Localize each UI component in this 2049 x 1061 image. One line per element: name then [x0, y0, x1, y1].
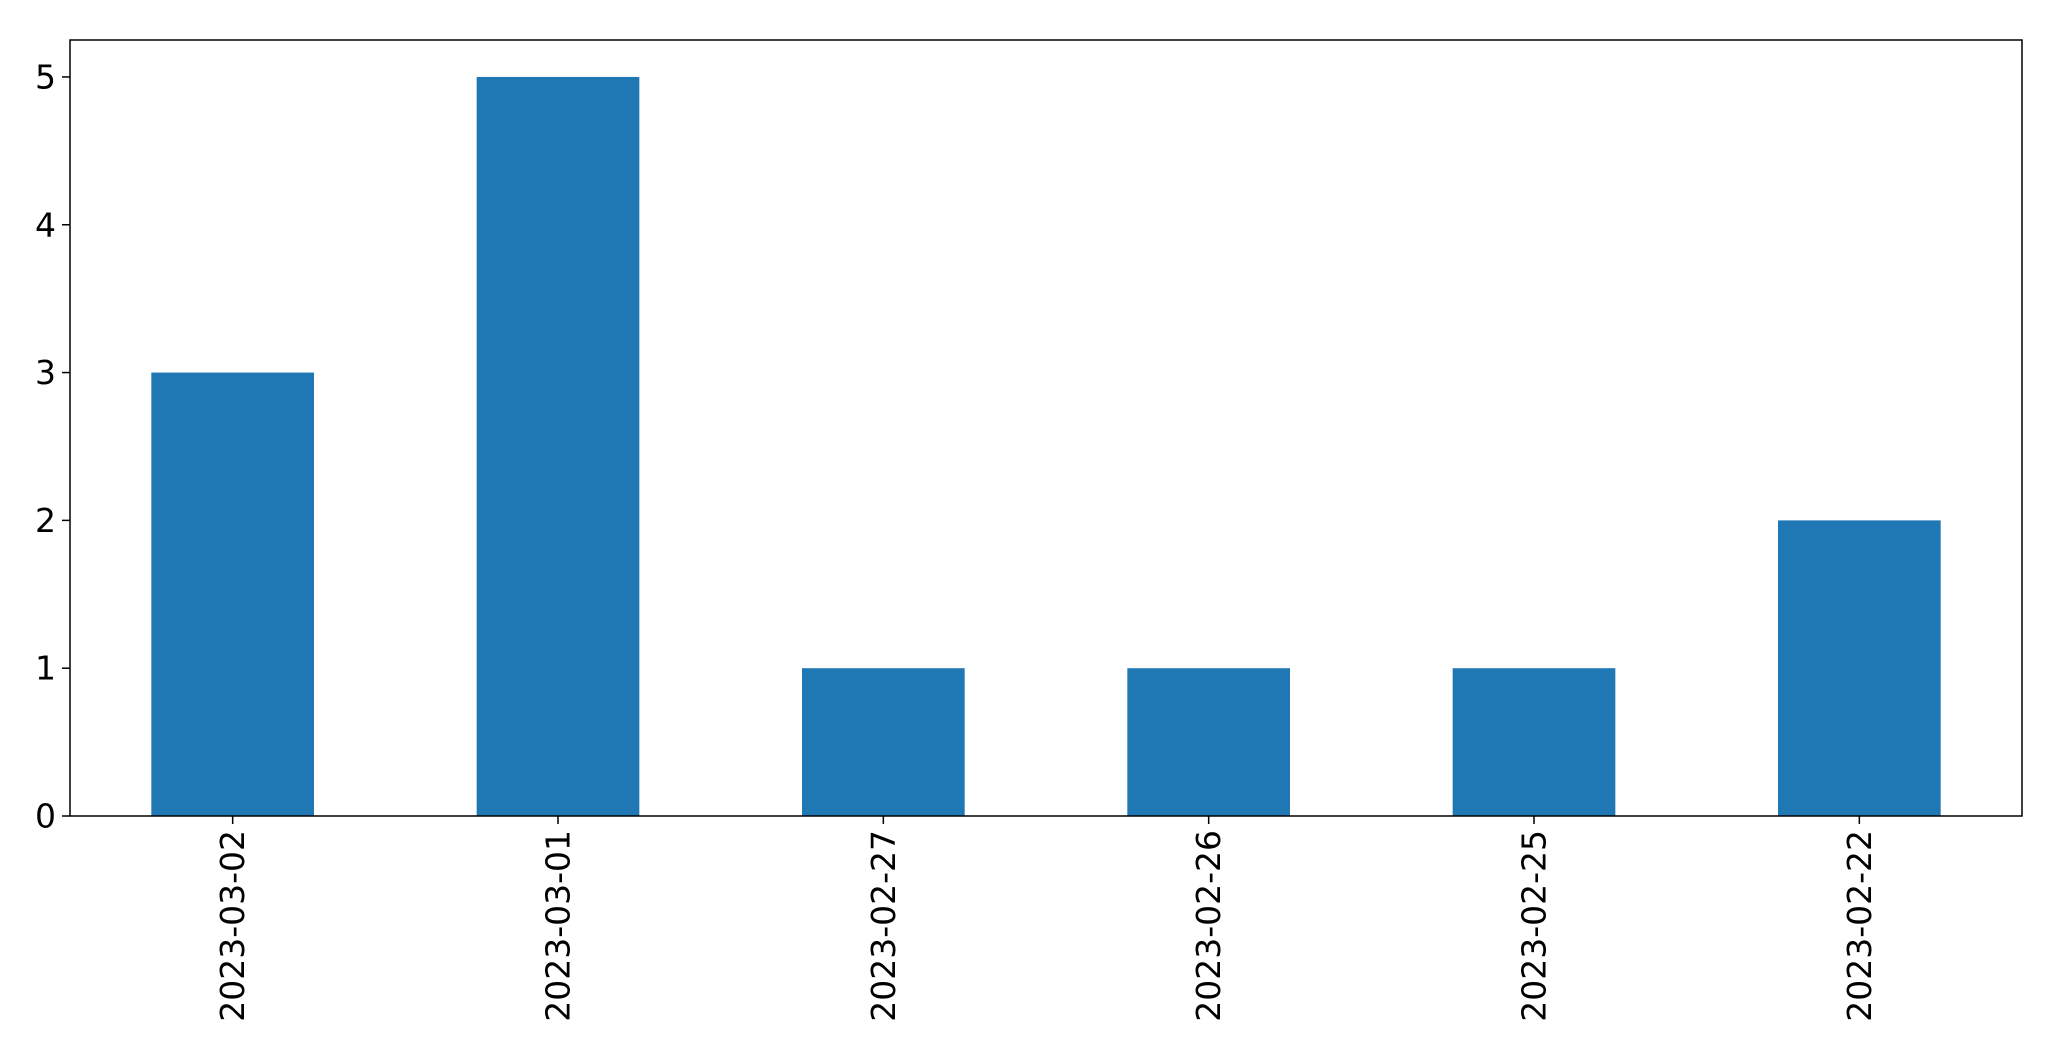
y-tick-label: 0	[35, 797, 56, 836]
plot-area-background	[70, 40, 2022, 816]
x-axis-ticks: 2023-03-02 2023-03-01 2023-02-27 2023-02-26…	[213, 816, 1879, 1022]
x-tick-label: 2023-03-02	[213, 830, 252, 1022]
x-tick-label: 2023-02-25	[1515, 830, 1554, 1022]
x-tick-label: 2023-02-26	[1189, 830, 1228, 1022]
y-tick-label: 2	[35, 501, 56, 540]
x-tick-label: 2023-02-22	[1840, 830, 1879, 1022]
plot-area-frame	[69, 39, 2023, 817]
bar-2023-02-22	[1778, 520, 1941, 816]
y-axis-ticks: 0 1 2 3 4 5	[35, 57, 70, 836]
bar-2023-02-25	[1452, 668, 1616, 816]
y-tick-label: 3	[35, 353, 56, 392]
x-tick-label: 2023-03-01	[539, 830, 578, 1022]
y-tick-label: 1	[35, 649, 56, 688]
bar-2023-03-01	[476, 76, 640, 816]
x-tick-label: 2023-02-27	[864, 830, 903, 1022]
bar-2023-02-26	[1127, 668, 1290, 816]
bars-layer	[151, 76, 1941, 816]
y-tick-label: 5	[35, 57, 56, 96]
bar-2023-02-27	[802, 668, 965, 816]
y-tick-label: 4	[35, 205, 56, 244]
bar-2023-03-02	[151, 372, 314, 816]
